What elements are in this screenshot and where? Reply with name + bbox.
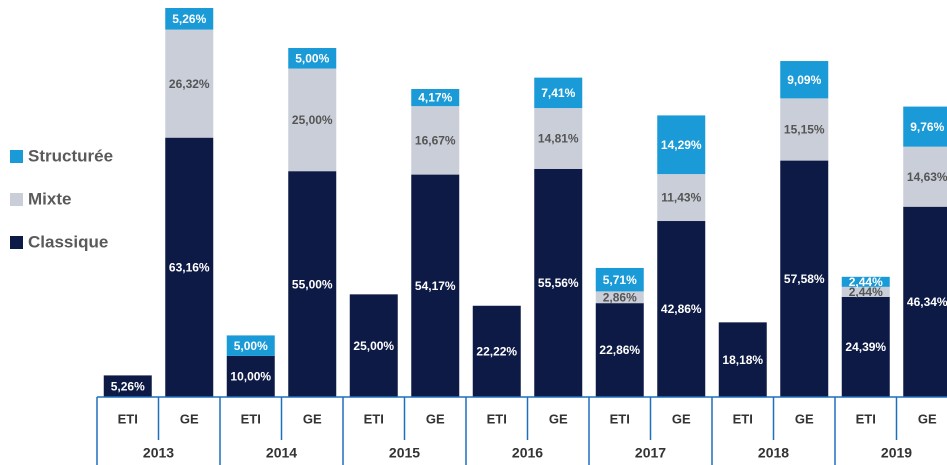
data-label: 25,00%: [292, 113, 333, 127]
bar-segment: [534, 77, 583, 109]
bar-segment: [411, 174, 460, 397]
data-label: 5,26%: [111, 379, 145, 393]
data-label: 46,34%: [907, 295, 947, 309]
data-label: 16,67%: [415, 134, 456, 148]
data-label: 55,56%: [538, 276, 579, 290]
legend-label: Classique: [28, 232, 108, 251]
bar-segment: [657, 174, 706, 222]
group-label: 2018: [758, 445, 789, 461]
data-label: 14,81%: [538, 132, 579, 146]
bar-segment: [349, 294, 398, 397]
data-label: 25,00%: [353, 339, 394, 353]
data-label: 9,76%: [910, 120, 944, 134]
data-label: 5,00%: [295, 51, 329, 65]
category-label: GE: [549, 411, 568, 426]
bar-segment: [226, 335, 275, 356]
data-label: 55,00%: [292, 277, 333, 291]
data-label: 15,15%: [784, 123, 825, 137]
bar-segment: [288, 171, 337, 397]
legend-swatch: [10, 150, 23, 163]
bar-segment: [841, 276, 890, 287]
bar-segment: [165, 8, 214, 30]
data-label: 2,86%: [603, 290, 637, 304]
bar-segment: [780, 98, 829, 161]
bar-segment: [103, 375, 152, 397]
bar-segment: [288, 47, 337, 69]
data-label: 5,26%: [172, 12, 206, 26]
bar-segment: [534, 168, 583, 397]
bar-segment: [165, 137, 214, 397]
category-label: ETI: [241, 411, 261, 426]
bar-segment: [534, 108, 583, 169]
legend-label: Structurée: [28, 146, 113, 165]
legend-swatch: [10, 193, 23, 206]
data-label: 63,16%: [169, 261, 210, 275]
data-label: 2,44%: [849, 285, 883, 299]
category-label: ETI: [733, 411, 753, 426]
category-label: ETI: [610, 411, 630, 426]
bar-segment: [411, 106, 460, 175]
group-label: 2013: [143, 445, 174, 461]
group-label: 2014: [266, 445, 297, 461]
bar-segment: [780, 61, 829, 99]
data-label: 4,17%: [418, 91, 452, 105]
data-label: 57,58%: [784, 272, 825, 286]
bar-segment: [903, 146, 947, 207]
category-label: ETI: [364, 411, 384, 426]
bar-segment: [841, 296, 890, 397]
bar-segment: [595, 303, 644, 397]
data-label: 7,41%: [541, 86, 575, 100]
bar-segment: [595, 267, 644, 292]
bar-segment: [411, 89, 460, 107]
category-label: GE: [795, 411, 814, 426]
group-label: 2015: [389, 445, 420, 461]
category-label: GE: [303, 411, 322, 426]
category-label: ETI: [856, 411, 876, 426]
category-label: GE: [426, 411, 445, 426]
data-label: 5,71%: [603, 273, 637, 287]
group-label: 2016: [512, 445, 543, 461]
bar-segment: [903, 206, 947, 397]
category-label: ETI: [487, 411, 507, 426]
group-label: 2017: [635, 445, 666, 461]
bar-segment: [657, 221, 706, 397]
bar-segment: [780, 160, 829, 397]
bar-segment: [288, 68, 337, 172]
data-label: 42,86%: [661, 302, 702, 316]
bar-segment: [472, 305, 521, 397]
data-label: 9,09%: [787, 73, 821, 87]
bar-segment: [595, 291, 644, 304]
category-label: GE: [918, 411, 937, 426]
data-label: 2,44%: [849, 275, 883, 289]
category-label: ETI: [118, 411, 138, 426]
category-label: GE: [672, 411, 691, 426]
data-label: 54,17%: [415, 279, 456, 293]
data-label: 18,18%: [722, 353, 763, 367]
data-label: 5,00%: [234, 339, 268, 353]
data-label: 24,39%: [845, 340, 886, 354]
bar-segment: [903, 106, 947, 147]
data-label: 14,29%: [661, 138, 702, 152]
bar-segment: [165, 29, 214, 138]
data-label: 14,63%: [907, 170, 947, 184]
data-label: 26,32%: [169, 77, 210, 91]
legend-label: Mixte: [28, 189, 71, 208]
data-label: 22,86%: [599, 343, 640, 357]
bar-segment: [718, 322, 767, 397]
category-label: GE: [180, 411, 199, 426]
group-label: 2019: [881, 445, 912, 461]
data-label: 11,43%: [661, 191, 701, 205]
data-label: 10,00%: [230, 370, 271, 384]
data-label: 22,22%: [476, 345, 517, 359]
bar-segment: [657, 115, 706, 175]
bar-segment: [841, 286, 890, 297]
bar-segment: [226, 355, 275, 397]
legend-swatch: [10, 236, 23, 249]
